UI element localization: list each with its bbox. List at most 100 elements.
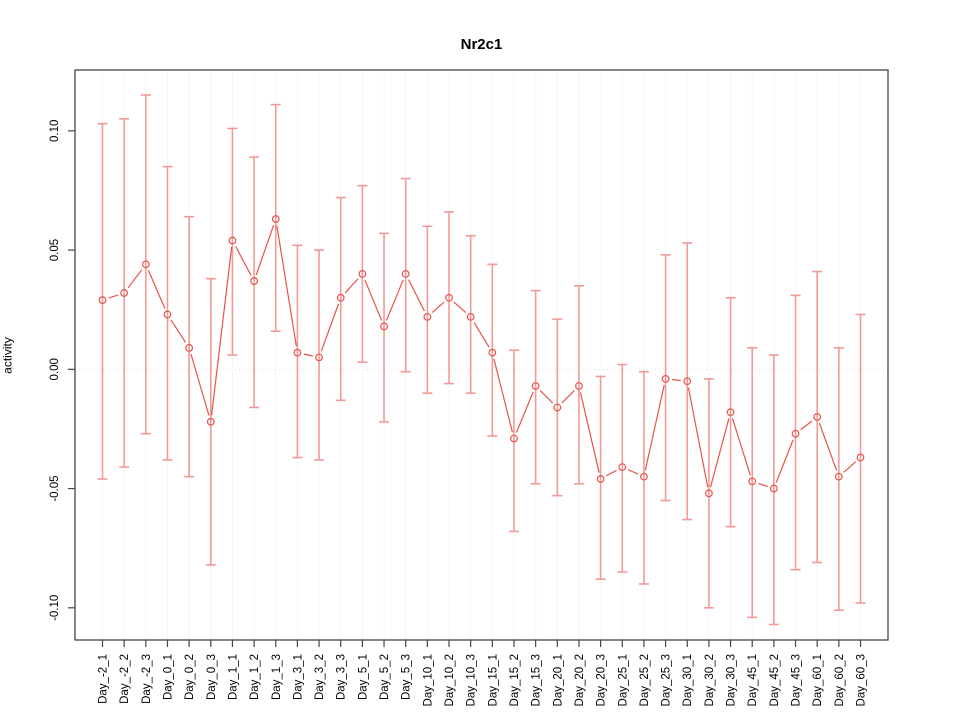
series-line-segment [190,353,210,416]
series-line-segment [775,439,794,483]
series-line-segment [453,301,467,313]
data-point [488,348,497,357]
data-point [834,472,843,481]
x-tick-label: Day_0_1 [162,654,174,700]
data-point [813,413,822,421]
series-line-segment [364,279,383,321]
data-point [618,463,627,471]
data-point [683,377,692,386]
y-tick-label: 0.00 [49,358,61,380]
series-line-segment [818,422,838,471]
x-tick-label: Day_45_2 [769,654,781,706]
data-point [206,417,215,426]
y-axis-label: activity [0,337,15,374]
data-point [141,260,150,269]
data-point [661,374,670,383]
series-line-segment [758,482,768,488]
data-point [553,403,562,412]
data-point [640,472,648,481]
series-line-segment [709,418,730,488]
x-tick-label: Day_10_2 [444,654,456,706]
data-point [336,293,345,302]
series-line-segment [344,278,359,294]
data-point [163,310,172,319]
data-point [466,312,475,321]
x-tick-label: Day_10_1 [422,654,434,706]
data-point [510,434,518,443]
data-point [98,296,107,305]
data-point [769,484,778,493]
data-point [315,353,323,362]
x-tick-label: Day_10_3 [466,654,478,706]
data-point [705,489,713,498]
series-line-segment [539,390,554,404]
data-point [791,429,800,438]
x-tick-label: Day_-2_1 [98,654,110,704]
data-point [401,270,410,278]
x-tick-label: Day_20_2 [574,654,586,706]
series-line-segment [493,358,513,433]
x-tick-label: Day_0_2 [184,654,196,700]
x-tick-label: Day_3_3 [336,654,348,700]
data-point [185,343,194,352]
x-tick-label: Day_15_3 [531,654,543,706]
data-point [531,382,540,390]
series-line-segment [515,391,534,433]
series-line-segment [644,385,665,471]
series-line-segment [255,224,275,276]
data-point [575,382,583,390]
x-tick-label: Day_60_3 [856,654,868,706]
x-tick-label: Day_1_3 [271,654,283,700]
data-point [445,293,453,302]
data-point [120,289,129,297]
data-point [358,270,367,278]
series-line-segment [234,245,252,276]
series-line-segment [731,418,751,476]
series-line-segment [843,461,857,473]
x-tick-label: Day_20_1 [552,654,564,706]
y-tick-label: -0.10 [49,595,61,621]
series-line-segment [800,420,813,431]
series-line-segment [627,469,639,475]
x-tick-label: Day_25_2 [639,654,651,706]
series-line-segment [671,378,681,382]
series-line-segment [303,353,313,357]
data-point [250,277,259,285]
x-tick-label: Day_1_1 [227,654,239,700]
plot-frame [74,69,889,641]
x-tick-label: Day_30_2 [704,654,716,706]
series-line-segment [561,390,575,404]
data-point [856,453,865,462]
x-tick-label: Day_3_1 [292,654,304,700]
series-line-segment [606,469,617,477]
series-line-segment [385,279,404,321]
data-point [380,322,388,331]
x-tick-label: Day_5_2 [379,654,391,700]
series-line-segment [473,322,490,348]
x-tick-label: Day_-2_2 [119,654,131,704]
series-line-segment [210,246,233,416]
series-line-segment [687,387,709,488]
x-tick-label: Day_5_1 [357,654,369,700]
y-tick-label: -0.05 [49,475,61,501]
x-tick-label: Day_25_3 [661,654,673,706]
series-line-segment [170,319,187,343]
data-point [423,312,432,321]
data-point [596,475,605,483]
x-tick-label: Day_45_3 [791,654,803,706]
x-tick-label: Day_30_3 [726,654,738,706]
x-tick-label: Day_15_2 [509,654,521,706]
x-tick-label: Day_-2_3 [141,654,153,704]
data-point [293,348,302,357]
x-tick-label: Day_25_1 [617,654,629,706]
x-tick-label: Day_15_1 [487,654,499,706]
data-point [228,236,237,245]
series-line-segment [408,279,425,312]
y-tick-label: 0.05 [49,239,61,261]
x-tick-label: Day_0_3 [206,654,218,700]
series-line-segment [431,301,445,313]
series-line-segment [276,225,297,347]
series-line-segment [579,392,600,473]
